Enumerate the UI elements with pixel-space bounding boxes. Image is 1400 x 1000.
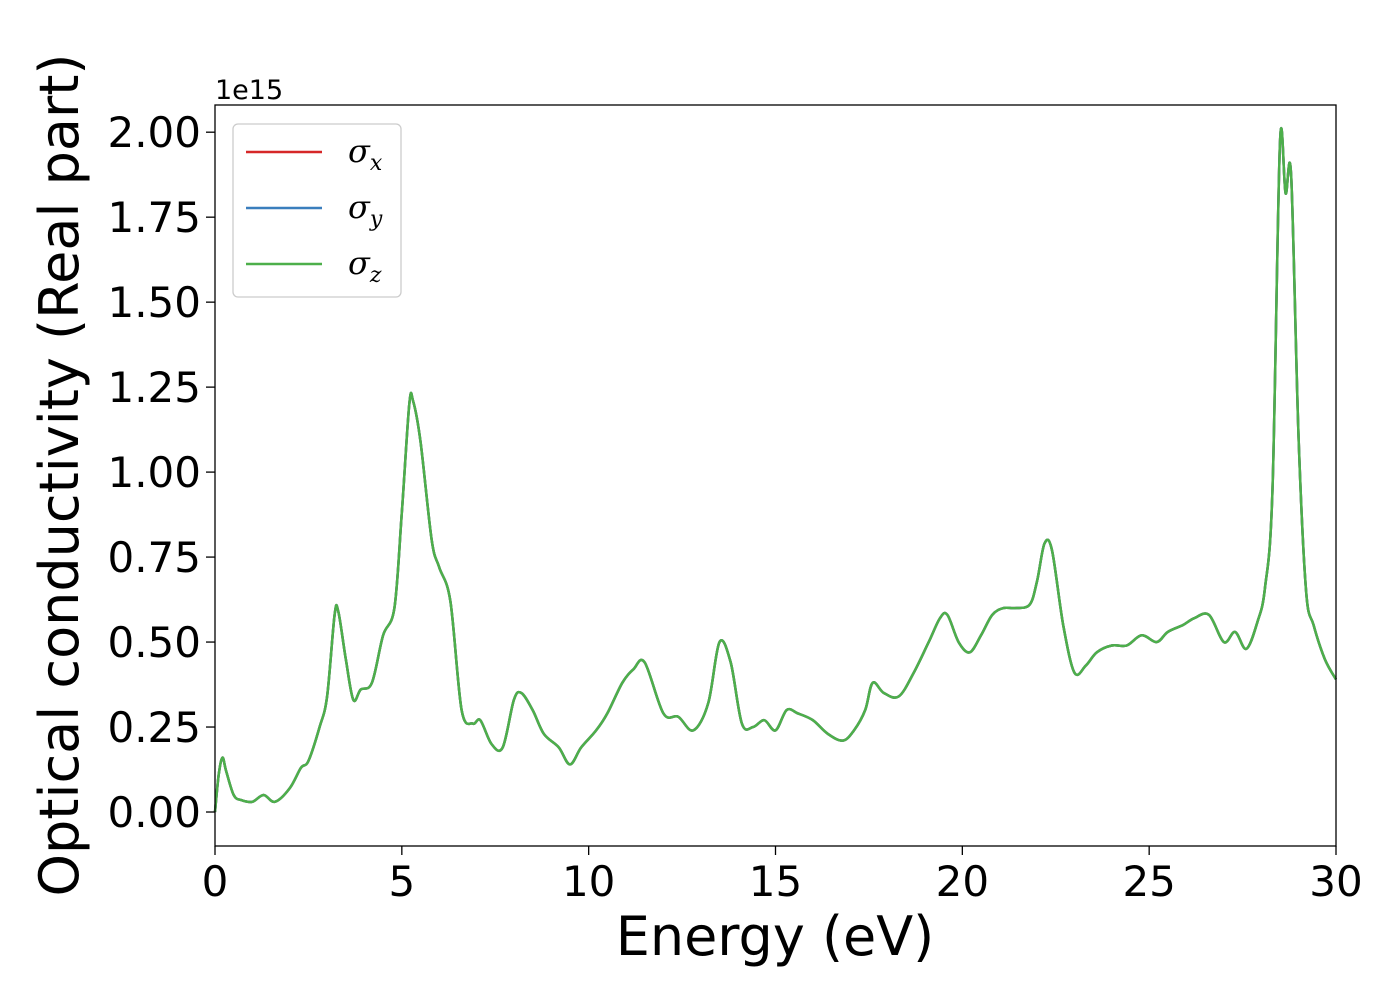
y-axis-title: Optical conductivity (Real part) [28, 54, 91, 897]
y-tick-label: 1.25 [107, 363, 201, 412]
x-axis-title: Energy (eV) [616, 905, 935, 968]
x-tick-label: 25 [1122, 857, 1175, 906]
legend-subscript: y [369, 207, 383, 232]
legend-box [232, 123, 402, 298]
series-lines [213, 127, 1338, 813]
legend-subscript: x [370, 151, 383, 176]
x-axis: 0 5 10 15 20 25 30 [202, 846, 1363, 906]
legend-symbol: σ [348, 188, 371, 226]
x-tick-label: 5 [388, 857, 415, 906]
y-tick-label: 0.50 [107, 618, 201, 667]
x-tick-label: 0 [202, 857, 229, 906]
x-tick-label: 10 [562, 857, 615, 906]
y-tick-label: 0.25 [107, 703, 201, 752]
y-tick-label: 1.50 [107, 278, 201, 327]
y-tick-label: 1.00 [107, 448, 201, 497]
y-offset-label: 1e15 [215, 75, 283, 106]
y-tick-label: 1.75 [107, 193, 201, 242]
y-tick-label: 0.75 [107, 533, 201, 582]
y-axis: 0.00 0.25 0.50 0.75 1.00 1.25 1.50 1.75 2.00 [107, 108, 215, 837]
legend-subscript: z [369, 263, 382, 288]
x-tick-label: 15 [749, 857, 802, 906]
y-tick-label: 2.00 [107, 108, 201, 157]
legend-label-z: σz [348, 244, 382, 288]
x-tick-label: 20 [936, 857, 989, 906]
legend-label-x: σx [348, 132, 383, 176]
plot-background [215, 105, 1336, 846]
legend-symbol: σ [348, 244, 371, 282]
legend-symbol: σ [348, 132, 371, 170]
series-line-z [213, 127, 1338, 813]
x-tick-label: 30 [1309, 857, 1362, 906]
y-tick-label: 0.00 [107, 788, 201, 837]
legend-label-y: σy [348, 188, 383, 232]
